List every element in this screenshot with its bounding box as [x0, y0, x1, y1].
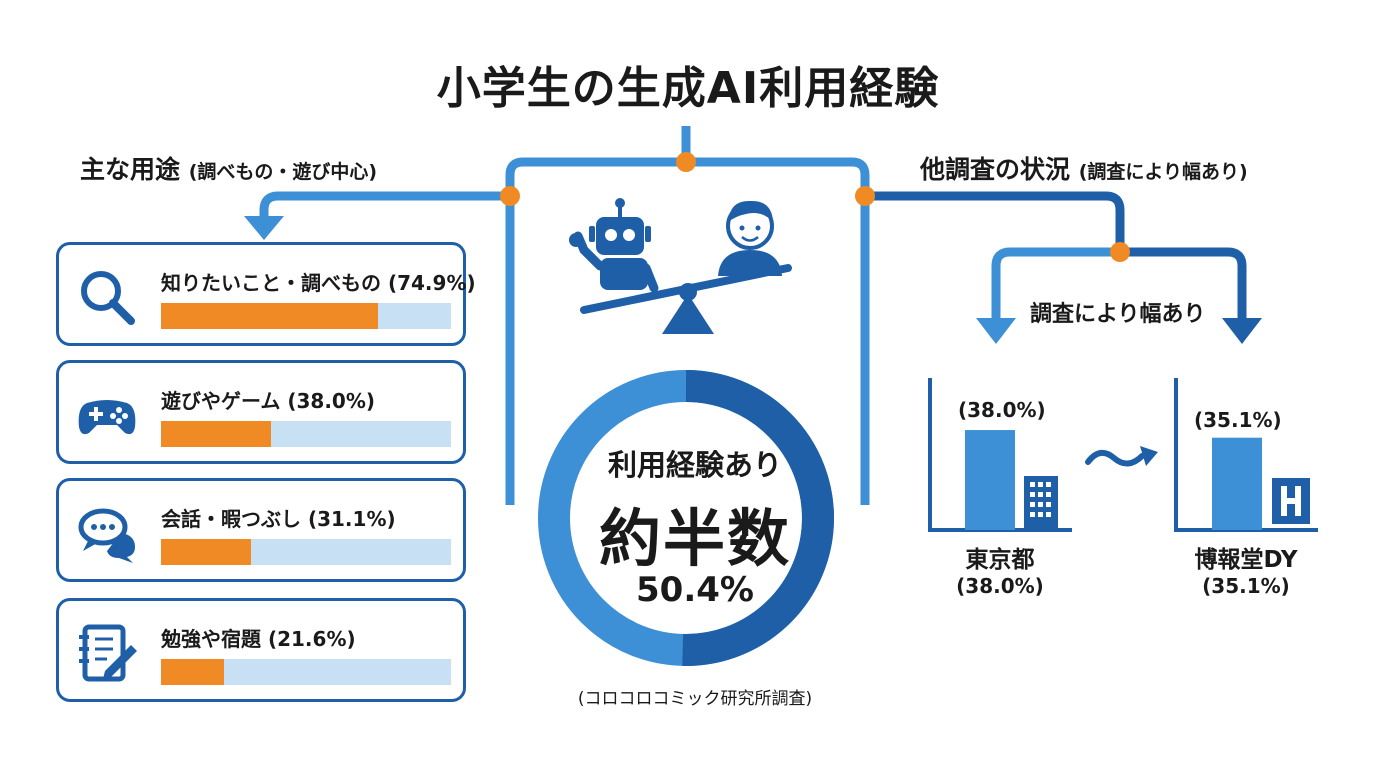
usage-bar-track — [161, 539, 451, 565]
magnifier-icon — [75, 265, 139, 329]
hakuhodo-bar — [1212, 437, 1262, 530]
left-heading-main: 主な用途 — [80, 155, 181, 184]
source-note: (コロコロコミック研究所調査) — [577, 689, 813, 709]
junction-dot-left — [500, 186, 520, 206]
usage-bar-fill — [161, 539, 252, 565]
right-sub-branch-right — [1120, 247, 1247, 320]
hakuhodo-value-label: (35.1%) — [1194, 408, 1282, 432]
gamepad-icon — [75, 383, 139, 447]
trend-tilde-icon — [1085, 446, 1158, 467]
usage-bar-track — [161, 421, 451, 447]
left-heading-sub: (調べもの・遊び中心) — [188, 161, 378, 183]
usage-bar-fill — [161, 303, 379, 329]
building-icon — [1024, 476, 1058, 530]
notebook-pencil-icon — [75, 621, 139, 685]
usage-card: 勉強や宿題 (21.6%) — [56, 598, 466, 702]
tokyo-name: 東京都 — [965, 547, 1035, 573]
robot-icon — [569, 198, 659, 293]
usage-card: 会話・暇つぶし (31.1%) — [56, 478, 466, 582]
junction-dot-top — [676, 152, 696, 172]
h-logo-icon — [1272, 478, 1310, 524]
right-heading-main: 他調査の状況 — [920, 155, 1071, 184]
junction-dot-branch — [1110, 242, 1130, 262]
right-heading-sub: (調査により幅あり) — [1078, 161, 1248, 183]
usage-bar-track — [161, 659, 451, 685]
usage-bar-track — [161, 303, 451, 329]
tokyo-chart — [928, 378, 1072, 532]
right-section-heading: 他調査の状況 (調査により幅あり) — [920, 150, 1248, 186]
usage-card: 遊びやゲーム (38.0%) — [56, 360, 466, 464]
tokyo-bar — [965, 430, 1015, 530]
hakuhodo-chart-axes — [1174, 378, 1318, 532]
tokyo-value-label: (38.0%) — [958, 398, 1046, 422]
ring-percent: 50.4% — [636, 570, 754, 610]
tokyo-sub-value: (38.0%) — [956, 574, 1044, 598]
usage-label: 知りたいこと・調べもの (74.9%) — [161, 271, 476, 295]
junction-dot-right — [855, 186, 875, 206]
usage-label: 遊びやゲーム (38.0%) — [161, 389, 376, 413]
left-section-heading: 主な用途 (調べもの・遊び中心) — [80, 150, 377, 186]
usage-label: 会話・暇つぶし (31.1%) — [161, 507, 396, 531]
ring-label: 利用経験あり — [607, 448, 782, 482]
hakuhodo-chart — [1174, 378, 1318, 532]
usage-ring — [538, 370, 834, 666]
page-title: 小学生の生成AI利用経験 — [436, 63, 940, 114]
right-branch-line — [865, 191, 1125, 252]
ring-value: 約半数 — [598, 502, 791, 575]
usage-card: 知りたいこと・調べもの (74.9%) — [56, 242, 476, 346]
usage-bar-fill — [161, 659, 224, 685]
chat-bubbles-icon — [75, 501, 139, 565]
ring-arc — [682, 370, 834, 666]
right-right-arrow-head — [1222, 318, 1262, 344]
seesaw-icon — [580, 264, 792, 334]
child-icon — [718, 200, 782, 276]
left-arrow-head — [244, 216, 284, 240]
branch-label: 調査により幅あり — [1030, 302, 1206, 327]
usage-label: 勉強や宿題 (21.6%) — [161, 627, 356, 651]
hakuhodo-sub-value: (35.1%) — [1202, 574, 1290, 598]
right-sub-branch-left — [991, 247, 1120, 320]
hakuhodo-name: 博報堂DY — [1194, 547, 1298, 573]
right-left-arrow-head — [976, 318, 1016, 344]
usage-bar-fill — [161, 421, 272, 447]
left-branch-line — [259, 191, 510, 218]
